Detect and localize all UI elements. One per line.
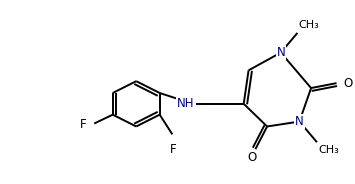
Text: O: O: [247, 151, 256, 164]
Text: F: F: [170, 143, 177, 156]
Text: O: O: [343, 77, 353, 90]
Text: NH: NH: [177, 97, 195, 110]
Text: F: F: [80, 118, 86, 131]
Text: CH₃: CH₃: [299, 20, 319, 30]
Text: N: N: [277, 46, 285, 59]
Text: N: N: [295, 115, 304, 128]
Text: CH₃: CH₃: [318, 145, 339, 155]
